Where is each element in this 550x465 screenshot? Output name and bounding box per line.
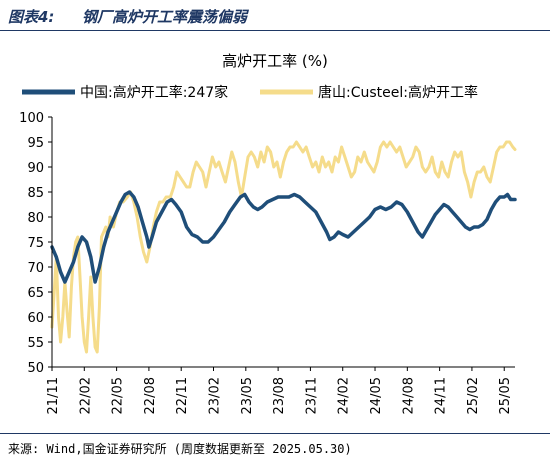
- figure-footer: 来源: Wind,国金证券研究所 (周度数据更新至 2025.05.30): [0, 433, 550, 465]
- x-tick-label: 22/08: [143, 377, 158, 414]
- x-tick-label: 23/08: [272, 377, 287, 414]
- x-tick-label: 24/08: [401, 377, 416, 414]
- x-tick-label: 23/02: [208, 377, 223, 414]
- y-tick-label: 50: [27, 361, 44, 376]
- source-note: 来源: Wind,国金证券研究所 (周度数据更新至 2025.05.30): [8, 442, 352, 456]
- figure-title: 钢厂高炉开工率震荡偏弱: [82, 8, 248, 26]
- y-tick-label: 75: [27, 236, 44, 251]
- x-tick-label: 21/11: [46, 377, 61, 414]
- y-tick-label: 55: [27, 336, 44, 351]
- chart-title: 高炉开工率 (%): [222, 52, 328, 70]
- y-tick-label: 85: [27, 186, 44, 201]
- figure-label: 图表4:: [8, 8, 55, 26]
- series-line-china: [50, 190, 517, 284]
- legend-label-china: 中国:高炉开工率:247家: [80, 84, 228, 101]
- x-tick-label: 22/02: [78, 377, 93, 414]
- y-tick-label: 100: [19, 111, 44, 126]
- x-tick-label: 24/02: [337, 377, 352, 414]
- y-tick-label: 70: [27, 261, 44, 276]
- series-line-tangshan: [50, 140, 517, 354]
- y-tick-label: 60: [27, 311, 44, 326]
- x-tick-label: 22/11: [175, 377, 190, 414]
- x-tick-label: 22/05: [111, 377, 126, 414]
- legend: 中国:高炉开工率:247家 唐山:Custeel:高炉开工率: [22, 84, 478, 101]
- y-tick-label: 95: [27, 136, 44, 151]
- plot-area: 50 55 60 65 70 75 80 85 90 95 100 21/11 22/02 22/05 22…: [19, 111, 517, 414]
- y-tick-label: 65: [27, 286, 44, 301]
- x-tick-label: 25/05: [498, 377, 513, 414]
- x-tick-label: 24/05: [369, 377, 384, 414]
- chart: 高炉开工率 (%) 中国:高炉开工率:247家 唐山:Custeel:高炉开工率…: [19, 52, 517, 414]
- x-tick-label: 25/02: [466, 377, 481, 414]
- header-rule: [0, 30, 550, 31]
- y-tick-label: 80: [27, 211, 44, 226]
- footer-rule: [0, 433, 550, 434]
- figure-header: 图表4: 钢厂高炉开工率震荡偏弱: [0, 0, 550, 32]
- y-tick-label: 90: [27, 161, 44, 176]
- legend-label-tangshan: 唐山:Custeel:高炉开工率: [318, 84, 478, 101]
- x-tick-label: 24/11: [434, 377, 449, 414]
- x-tick-label: 23/05: [240, 377, 255, 414]
- x-tick-label: 23/11: [304, 377, 319, 414]
